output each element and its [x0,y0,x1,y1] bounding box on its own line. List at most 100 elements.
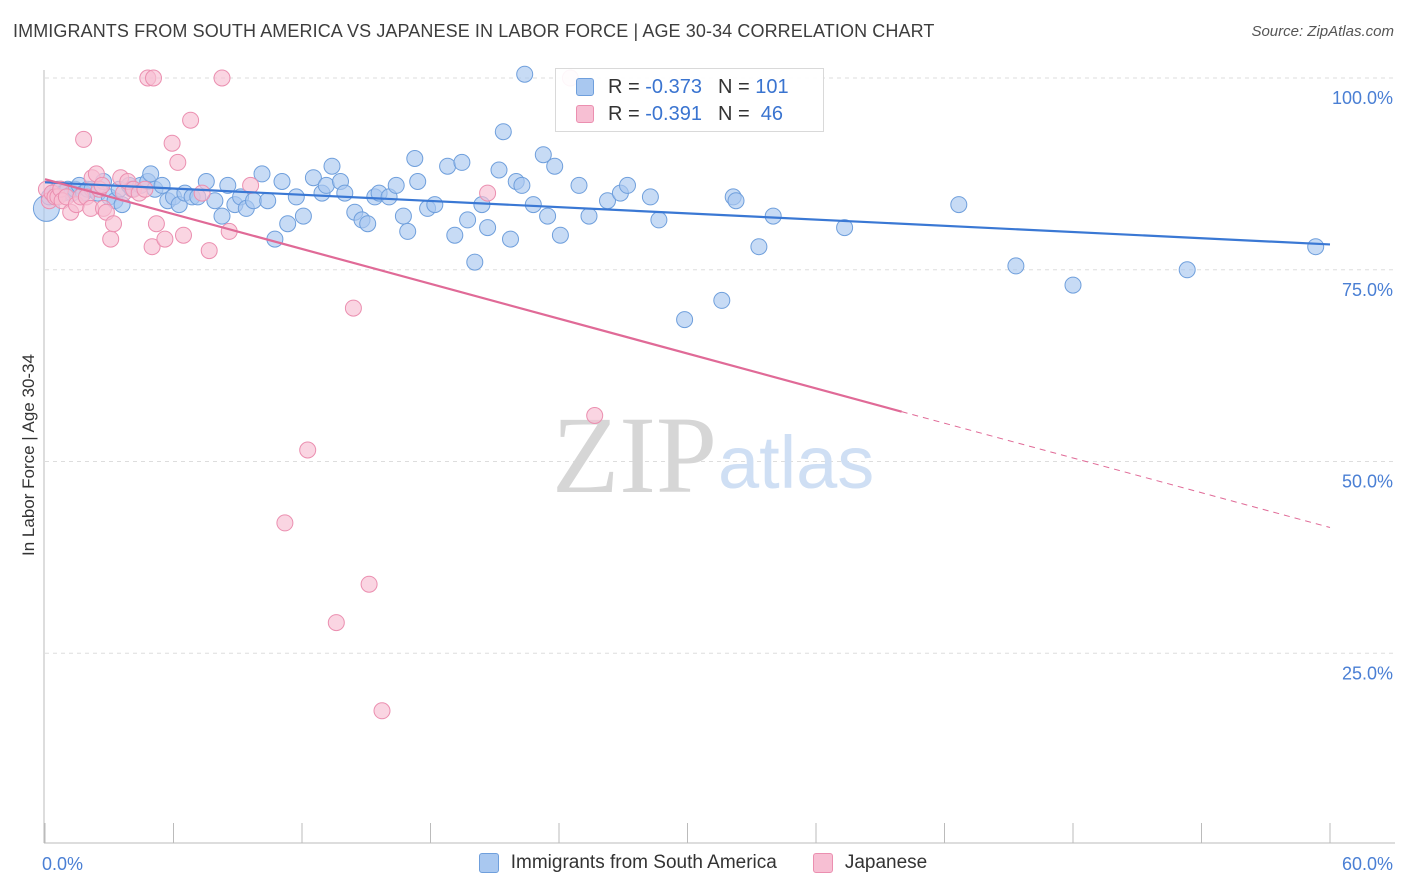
immigrants-point [676,311,694,329]
immigrants-point [439,157,457,175]
immigrants-point [317,176,335,194]
immigrants-point [409,173,427,190]
series-japanese-points [37,69,604,720]
immigrants-point [750,238,768,256]
immigrants-point [406,150,424,167]
immigrants-point [153,176,171,194]
chart-title: IMMIGRANTS FROM SOUTH AMERICA VS JAPANES… [13,21,935,41]
immigrants-point [399,222,417,240]
legend-label: Immigrants from South America [510,852,777,873]
stats-legend: R = -0.373 N = 101 R = -0.391 N = 46 [555,68,824,132]
immigrants-point [713,291,731,309]
immigrants-point [641,188,659,206]
immigrants-point [539,207,557,225]
japanese-point [156,230,174,248]
n-label: N = [717,102,750,125]
immigrants-point [619,176,636,194]
japanese-point [586,407,604,424]
immigrants-point [1307,238,1325,256]
immigrants-point [459,211,477,229]
stats-legend-row-pink: R = -0.391 N = 46 [576,101,783,127]
watermark-zip-text: ZIP [552,394,717,516]
immigrants-trend-line [44,181,1331,246]
r-label: R = [608,102,640,125]
immigrants-point [479,219,497,237]
immigrants-point [836,219,854,237]
immigrants-point [394,207,412,225]
x-tick-label: 60.0% [1342,854,1393,874]
immigrants-point [650,211,668,229]
r-value: -0.391 [645,102,702,125]
japanese-point [327,614,345,632]
immigrants-point [387,176,405,194]
legend-item-japanese: Japanese [812,852,928,874]
japanese-point [145,69,162,87]
immigrants-point [336,184,354,202]
japanese-trend-line [44,178,902,413]
japanese-point [169,153,187,171]
immigrants-point [494,123,512,141]
immigrants-point [764,207,782,225]
immigrants-point [490,161,508,179]
immigrants-point [294,207,312,225]
immigrants-point [516,65,534,83]
x-tick-labels: 0.0% 60.0% [42,854,1393,874]
immigrants-point [466,253,484,271]
japanese-point [182,111,200,129]
japanese-point [213,69,231,87]
japanese-point [193,184,211,202]
japanese-point [344,299,362,317]
japanese-point [143,238,161,256]
gridlines [45,77,1395,654]
immigrants-point [950,196,968,214]
n-value: 46 [760,102,784,125]
x-tick-label: 0.0% [42,854,83,874]
immigrants-point [287,188,305,206]
immigrants-point [219,176,237,194]
immigrants-point [1064,276,1082,294]
watermark: ZIP atlas [552,394,874,516]
n-label: N = [717,75,750,98]
immigrants-point [279,215,297,233]
japanese-point [242,176,260,194]
japanese-point [276,514,294,532]
japanese-point [136,180,154,198]
n-value: 101 [755,75,789,98]
pink-swatch [812,853,833,873]
japanese-point [147,215,165,233]
y-tick-label: 75.0% [1342,280,1393,300]
y-tick-labels: 25.0% 50.0% 75.0% 100.0% [1332,88,1393,683]
japanese-point [102,230,120,248]
y-tick-label: 50.0% [1342,472,1393,492]
immigrants-point [570,176,588,194]
legend-label: Japanese [844,852,928,873]
pink-swatch [576,105,594,123]
immigrants-point [513,176,531,194]
immigrants-point [446,226,464,244]
blue-swatch [478,853,499,873]
immigrants-point [546,157,564,175]
y-tick-label: 100.0% [1332,88,1393,108]
immigrants-point [426,196,444,214]
immigrants-point [213,207,231,225]
r-value: -0.373 [645,75,702,98]
immigrants-point [1178,261,1196,279]
immigrants-point [502,230,519,248]
blue-swatch [576,78,594,96]
series-legend: Immigrants from South America Japanese [0,852,1406,874]
watermark-atlas-text: atlas [718,421,874,504]
japanese-trend-extension [901,411,1331,528]
japanese-point [175,226,192,244]
immigrants-point [1007,257,1025,275]
japanese-point [373,702,391,720]
immigrants-point [323,157,341,175]
immigrants-point [245,192,262,210]
r-label: R = [608,75,640,98]
japanese-point [105,215,122,233]
immigrants-point [259,192,277,210]
immigrants-point [580,207,598,225]
immigrants-point [551,226,569,244]
japanese-point [163,134,181,152]
immigrants-point [253,165,271,183]
